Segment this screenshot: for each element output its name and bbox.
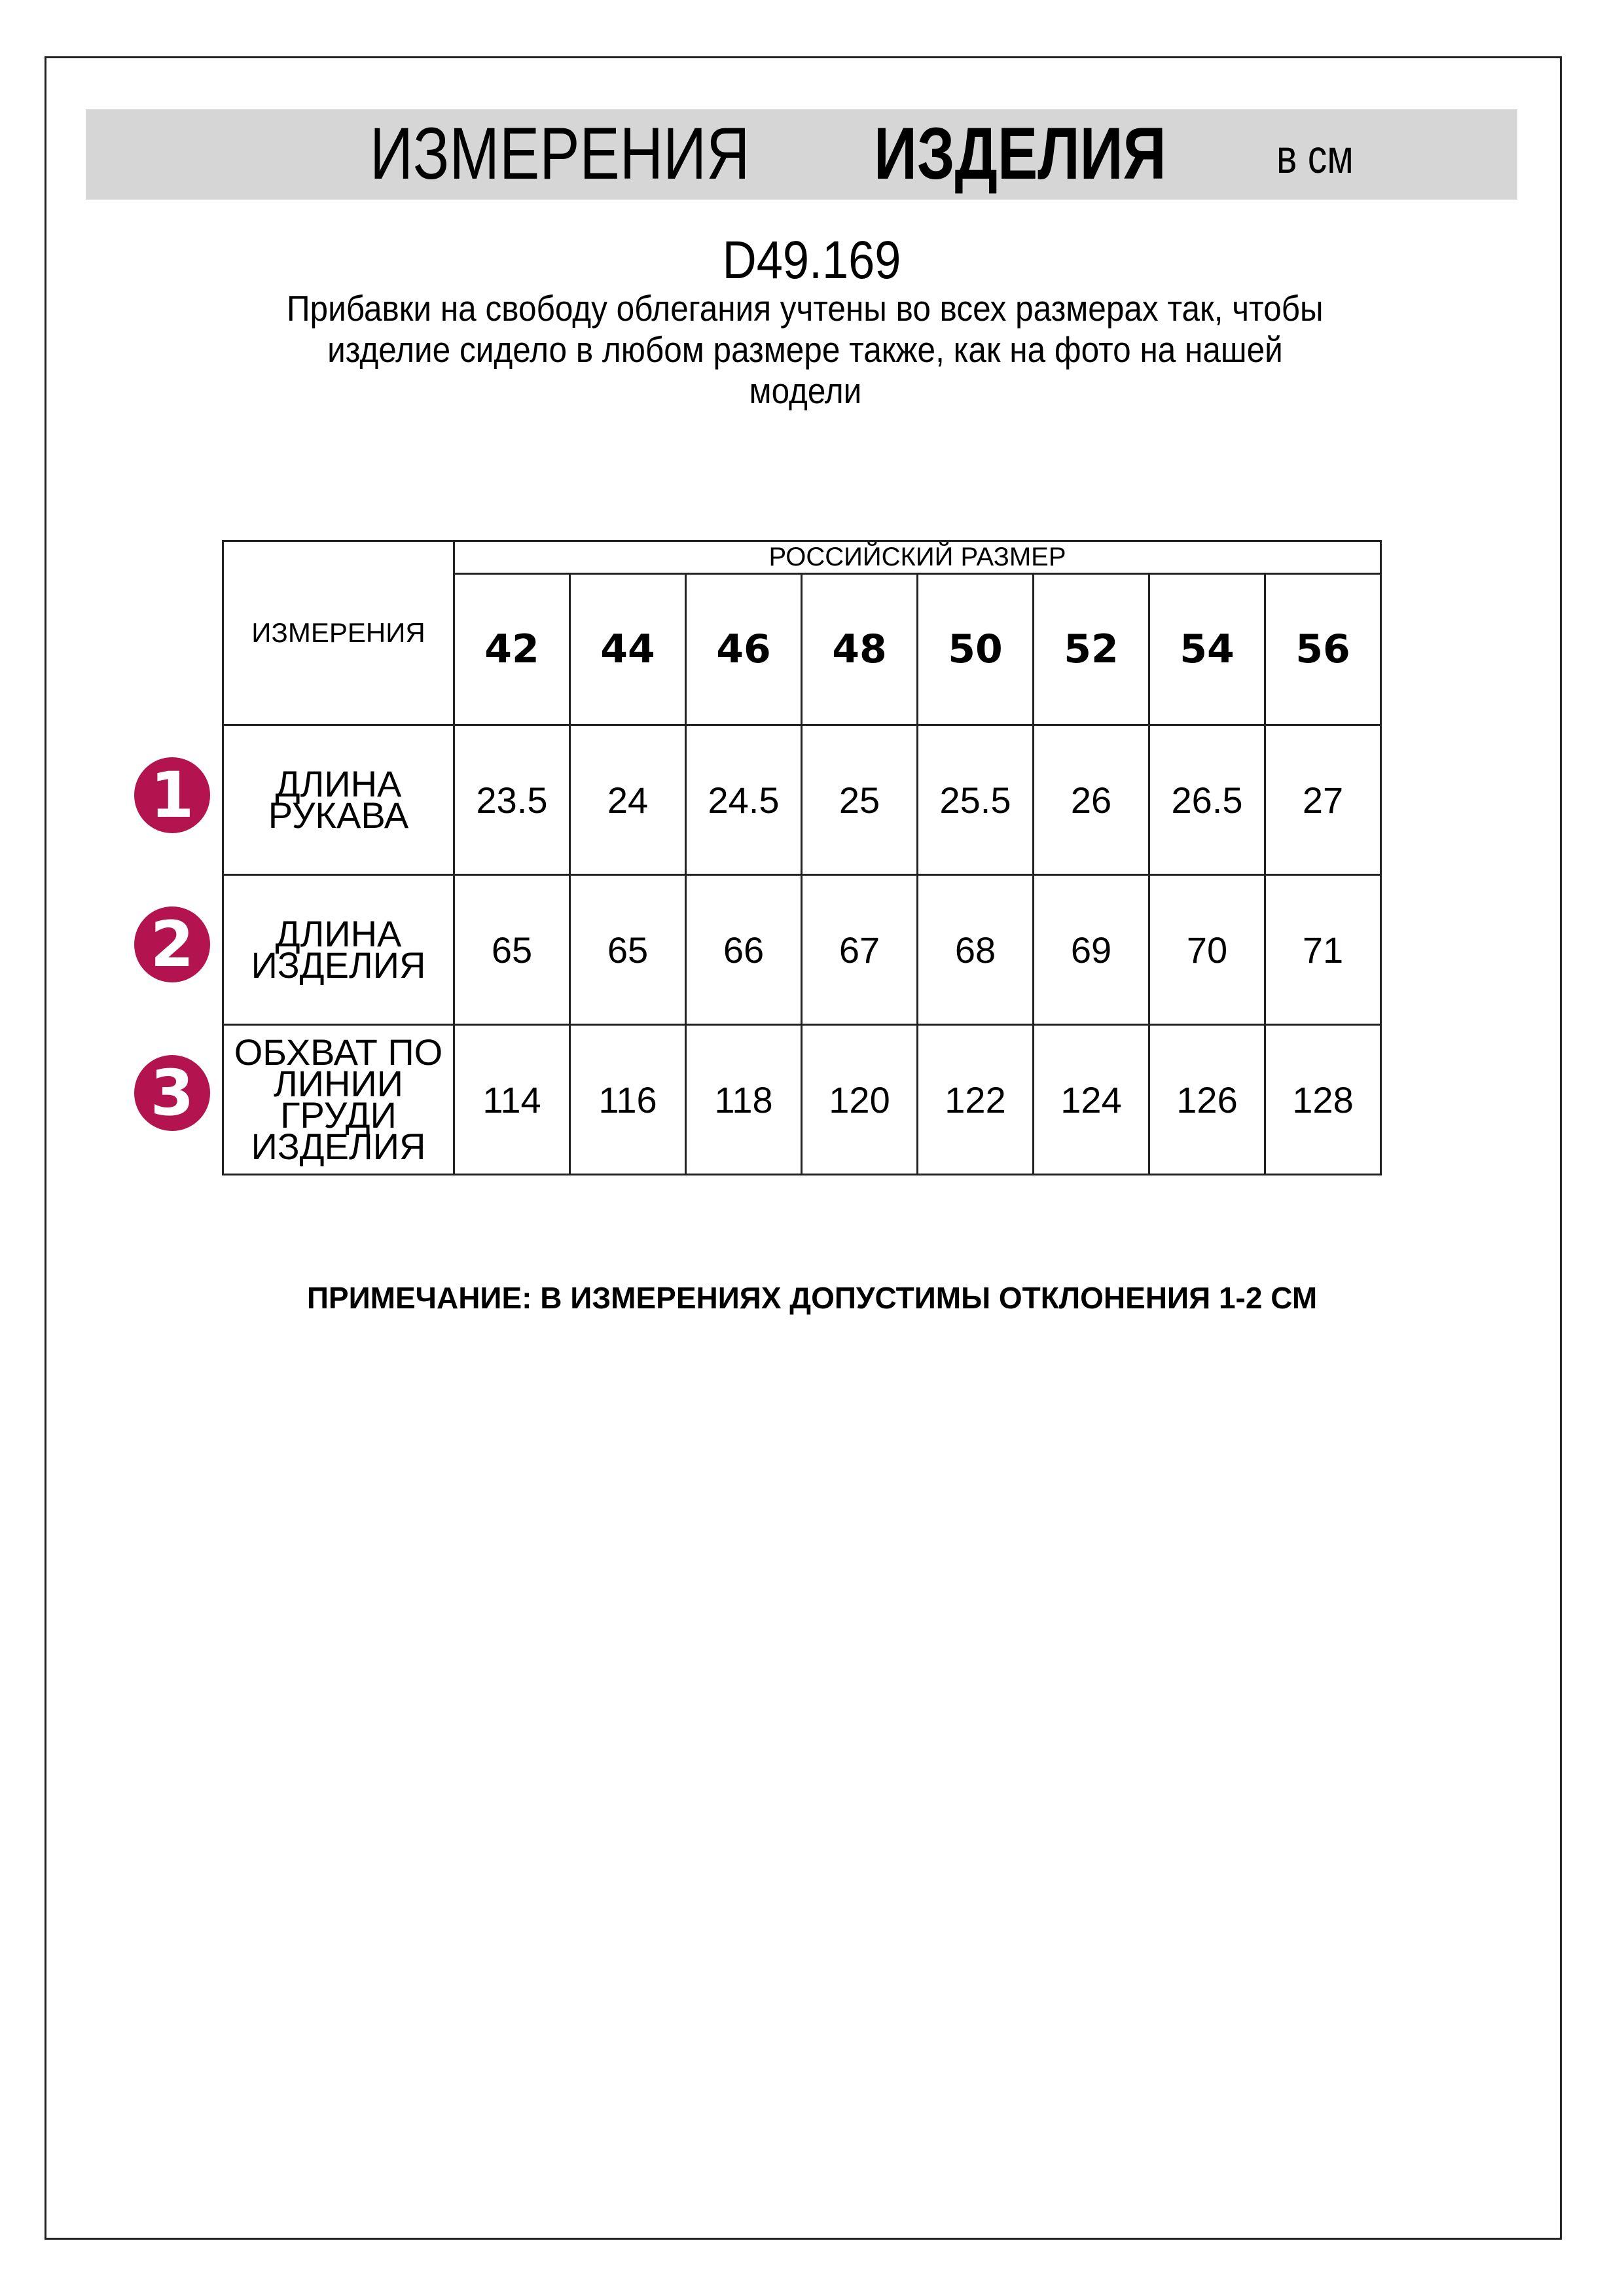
value-cell: 65 bbox=[453, 874, 571, 1026]
size-header: 42 bbox=[453, 573, 571, 726]
measurement-label-line: ОБХВАТ ПО bbox=[234, 1031, 443, 1073]
size-header: 50 bbox=[916, 573, 1034, 726]
table-row: ОБХВАТ ПО ЛИНИИ ГРУДИ ИЗДЕЛИЯ 114 116 118 120 1… bbox=[222, 1024, 1382, 1175]
value-cell: 27 bbox=[1264, 724, 1382, 876]
value-cell: 118 bbox=[685, 1024, 803, 1175]
value-cell: 23.5 bbox=[453, 724, 571, 876]
value-cell: 120 bbox=[801, 1024, 918, 1175]
unit-label: в см bbox=[1276, 131, 1354, 183]
value-cell: 124 bbox=[1032, 1024, 1150, 1175]
size-header: 44 bbox=[569, 573, 687, 726]
value-cell: 70 bbox=[1148, 874, 1266, 1026]
size-table: ИЗМЕРЕНИЯ РОССИЙСКИЙ РАЗМЕР 42 44 46 48 50 52… bbox=[222, 540, 1382, 1175]
value-cell: 66 bbox=[685, 874, 803, 1026]
description-line: Прибавки на свободу облегания учтены во … bbox=[287, 288, 1324, 329]
value-cell: 114 bbox=[453, 1024, 571, 1175]
title-bold: ИЗДЕЛИЯ bbox=[874, 113, 1166, 194]
note: ПРИМЕЧАНИЕ: В ИЗМЕРЕНИЯХ ДОПУСТИМЫ ОТКЛО… bbox=[306, 1281, 1318, 1315]
value-cell: 24.5 bbox=[685, 724, 803, 876]
sizes-row: 42 44 46 48 50 52 54 56 bbox=[223, 573, 1382, 726]
measurement-label: ОБХВАТ ПО ЛИНИИ ГРУДИ ИЗДЕЛИЯ bbox=[222, 1024, 455, 1175]
value-cell: 68 bbox=[916, 874, 1034, 1026]
measurement-label-line: ЛИНИИ ГРУДИ bbox=[274, 1063, 403, 1136]
measurements-header: ИЗМЕРЕНИЯ bbox=[222, 540, 455, 726]
value-cell: 25 bbox=[801, 724, 918, 876]
badge-2: 2 bbox=[134, 906, 210, 982]
size-header: 48 bbox=[801, 573, 918, 726]
description: Прибавки на свободу облегания учтены во … bbox=[196, 288, 1414, 412]
value-cell: 71 bbox=[1264, 874, 1382, 1026]
measurement-label-line: ДЛИНА РУКАВА bbox=[268, 763, 409, 836]
measurement-label-line: ИЗДЕЛИЯ bbox=[251, 944, 426, 986]
value-cell: 26 bbox=[1032, 724, 1150, 876]
value-cell: 25.5 bbox=[916, 724, 1034, 876]
size-group-header: РОССИЙСКИЙ РАЗМЕР bbox=[453, 540, 1382, 575]
value-cell: 67 bbox=[801, 874, 918, 1026]
badge-1: 1 bbox=[134, 757, 210, 833]
size-header: 56 bbox=[1264, 573, 1382, 726]
title-regular: ИЗМЕРЕНИЯ bbox=[370, 113, 750, 194]
description-line: изделие сидело в любом размере также, ка… bbox=[327, 329, 1283, 370]
badge-3: 3 bbox=[134, 1055, 210, 1131]
table-row: ДЛИНА РУКАВА 23.5 24 24.5 25 25.5 26 26.5 27 bbox=[222, 724, 1382, 876]
size-header: 52 bbox=[1032, 573, 1150, 726]
table-row: ДЛИНА ИЗДЕЛИЯ 65 65 66 67 68 69 70 71 bbox=[222, 874, 1382, 1026]
measurement-label-line: ДЛИНА bbox=[275, 913, 402, 954]
header-band bbox=[86, 109, 1517, 200]
size-header: 54 bbox=[1148, 573, 1266, 726]
value-cell: 26.5 bbox=[1148, 724, 1266, 876]
measurement-label: ДЛИНА РУКАВА bbox=[222, 724, 455, 876]
value-cell: 128 bbox=[1264, 1024, 1382, 1175]
value-cell: 126 bbox=[1148, 1024, 1266, 1175]
measurement-label: ДЛИНА ИЗДЕЛИЯ bbox=[222, 874, 455, 1026]
value-cell: 116 bbox=[569, 1024, 687, 1175]
page-border bbox=[45, 56, 1562, 2240]
value-cell: 122 bbox=[916, 1024, 1034, 1175]
description-line: модели bbox=[749, 370, 861, 411]
size-header: 46 bbox=[685, 573, 803, 726]
measurement-label-line: ИЗДЕЛИЯ bbox=[251, 1126, 426, 1167]
product-code: D49.169 bbox=[723, 230, 901, 290]
value-cell: 69 bbox=[1032, 874, 1150, 1026]
value-cell: 24 bbox=[569, 724, 687, 876]
value-cell: 65 bbox=[569, 874, 687, 1026]
